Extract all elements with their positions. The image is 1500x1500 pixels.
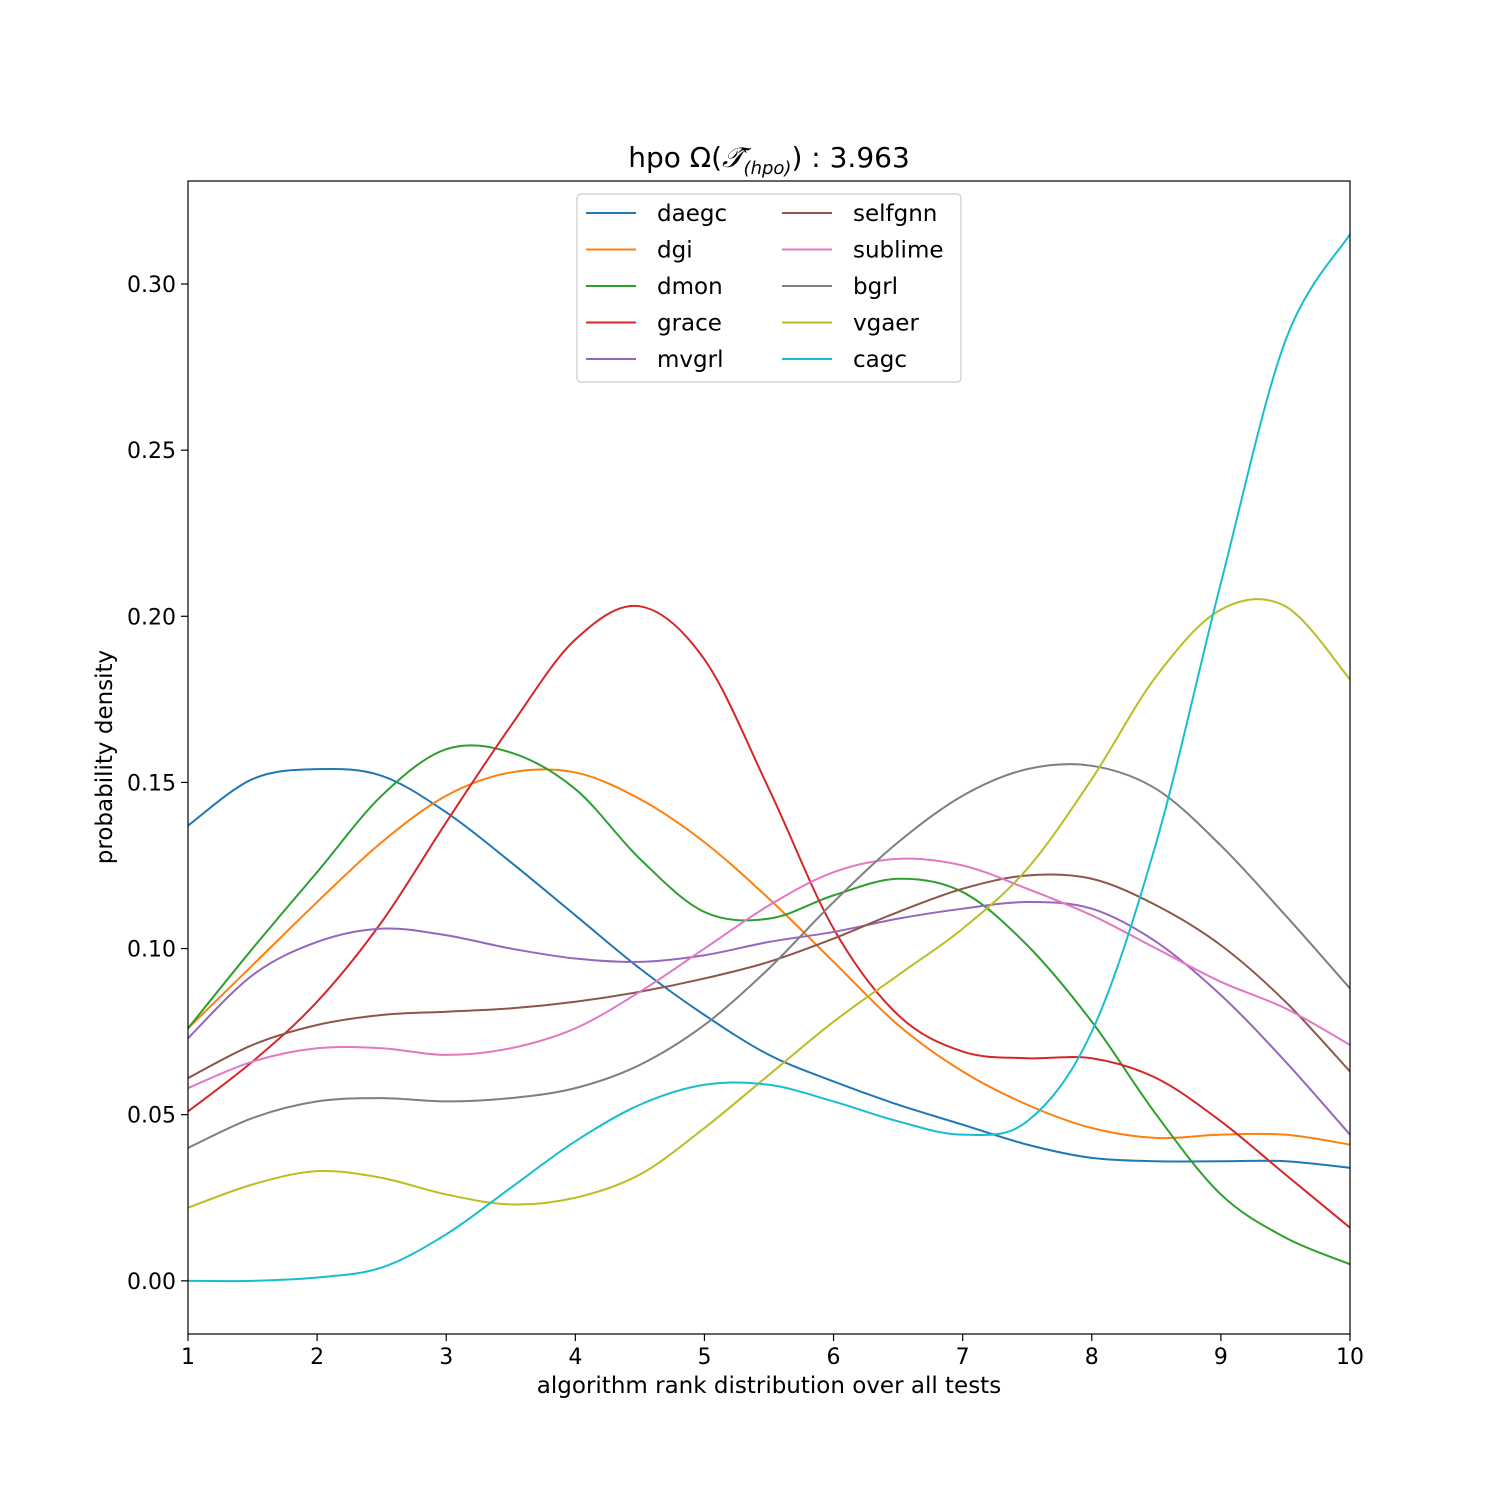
x-tick-label: 7 (956, 1345, 970, 1370)
legend-label-daegc: daegc (657, 201, 727, 227)
legend-label-dgi: dgi (657, 238, 693, 264)
x-tick-label: 6 (827, 1345, 841, 1370)
legend-label-mvgrl: mvgrl (657, 347, 723, 373)
y-tick-label: 0.10 (127, 938, 176, 963)
x-tick-label: 4 (568, 1345, 582, 1370)
x-axis-label: algorithm rank distribution over all tes… (537, 1373, 1001, 1399)
x-tick-label: 1 (181, 1345, 195, 1370)
x-tick-label: 5 (697, 1345, 711, 1370)
legend: daegc dgi dmon grace mvgrl selfgnn sublime bgrl… (576, 193, 962, 383)
series-line-sublime (188, 857, 1350, 1090)
x-tick-label: 9 (1214, 1345, 1228, 1370)
series-line-dmon (188, 744, 1350, 1266)
series-line-daegc (188, 767, 1350, 1169)
legend-label-dmon: dmon (657, 274, 723, 300)
legend-label-grace: grace (657, 311, 722, 337)
legend-box (576, 193, 962, 383)
y-axis-label: probability density (92, 650, 118, 864)
series-line-dgi (188, 768, 1350, 1146)
y-tick-label: 0.05 (127, 1104, 176, 1129)
series-layer (188, 233, 1350, 1283)
series-line-cagc (188, 233, 1350, 1283)
y-tick-label: 0.00 (127, 1270, 176, 1295)
legend-label-sublime: sublime (853, 238, 944, 264)
x-tick-label: 8 (1085, 1345, 1099, 1370)
y-tick-label: 0.20 (127, 605, 176, 630)
series-line-grace (188, 604, 1350, 1229)
plot-frame (187, 180, 1351, 1335)
legend-label-selfgnn: selfgnn (853, 201, 937, 227)
y-tick-label: 0.15 (127, 771, 176, 796)
legend-label-cagc: cagc (853, 347, 907, 373)
series-line-mvgrl (188, 901, 1350, 1136)
legend-label-vgaer: vgaer (853, 311, 919, 337)
chart-title: hpo Ω(𝒯̂(hpo)) : 3.963 (628, 141, 910, 179)
y-tick-label: 0.30 (127, 273, 176, 298)
x-tick-label: 10 (1336, 1345, 1364, 1370)
legend-label-bgrl: bgrl (853, 274, 898, 300)
x-axis: 1 2 3 4 5 6 7 8 9 10 (181, 1334, 1364, 1370)
series-line-vgaer (188, 598, 1350, 1209)
series-line-bgrl (188, 763, 1350, 1149)
x-tick-label: 2 (310, 1345, 324, 1370)
y-axis: 0.00 0.05 0.10 0.15 0.20 0.25 0.30 (127, 273, 188, 1295)
x-tick-label: 3 (439, 1345, 453, 1370)
series-line-selfgnn (188, 873, 1350, 1080)
y-tick-label: 0.25 (127, 439, 176, 464)
